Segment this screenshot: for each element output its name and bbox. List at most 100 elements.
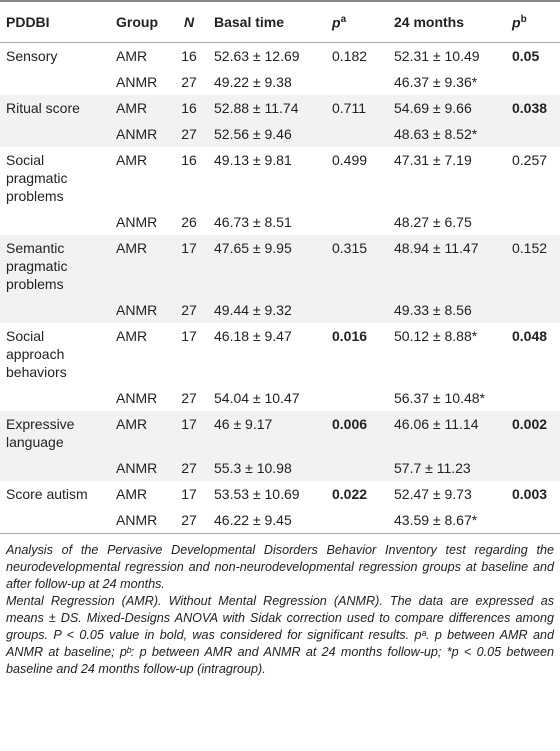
table-row: ANMR 27 54.04 ± 10.47 56.37 ± 10.48* — [0, 385, 560, 411]
table-body: Sensory AMR 16 52.63 ± 12.69 0.182 52.31 ± 10… — [0, 42, 560, 534]
table-cell: AMR — [116, 47, 148, 64]
table-cell: ANMR — [110, 506, 168, 534]
table-cell: 46 ± 9.17 — [208, 410, 326, 455]
table-cell: ANMR — [116, 389, 158, 406]
table-cell: 0.499 — [332, 151, 368, 168]
table-cell: 0.003 — [512, 485, 548, 502]
table-cell: 0.182 — [332, 47, 368, 64]
empty-cell — [0, 209, 110, 235]
empty-cell — [0, 69, 110, 95]
notes: Analysis of the Pervasive Developmental … — [0, 534, 560, 678]
table-cell: 16 — [181, 47, 197, 64]
table-cell: ANMR — [110, 296, 168, 323]
table-row: ANMR 27 49.22 ± 9.38 46.37 ± 9.36* — [0, 69, 560, 95]
table-cell: Social pragmatic problems — [6, 151, 68, 204]
table-cell: 0.002 — [506, 410, 560, 455]
empty-cell — [506, 69, 560, 95]
column-header: pb — [506, 0, 560, 43]
empty-cell — [506, 209, 560, 235]
table-cell: 46.73 ± 8.51 — [214, 213, 292, 230]
table-cell: 27 — [168, 120, 208, 147]
table-cell: 17 — [181, 485, 197, 502]
table-cell: 26 — [181, 213, 197, 230]
empty-cell — [506, 385, 560, 411]
table-cell: 0.152 — [506, 234, 560, 297]
table-cell: 27 — [168, 506, 208, 534]
table-cell: 17 — [168, 410, 208, 455]
table-cell: Sensory — [6, 47, 58, 64]
empty-cell — [326, 209, 388, 235]
table-cell: AMR — [110, 410, 168, 455]
table-row: ANMR 27 46.22 ± 9.45 43.59 ± 8.67* — [0, 506, 560, 534]
table-cell: 50.12 ± 8.88* — [394, 327, 478, 344]
table-cell: 0.05 — [512, 47, 540, 64]
table-cell: 52.63 ± 12.69 — [214, 47, 300, 64]
empty-cell — [0, 506, 110, 534]
table-cell: 27 — [181, 389, 197, 406]
table-row: Social pragmatic problems AMR 16 49.13 ± 9.… — [0, 147, 560, 209]
header-sup: a — [340, 14, 347, 25]
empty-cell — [506, 120, 560, 147]
table-cell: 48.27 ± 6.75 — [394, 213, 472, 230]
table-cell: 52.31 ± 10.49 — [394, 47, 480, 64]
table-cell: Ritual score — [0, 94, 110, 121]
table-row: ANMR 27 55.3 ± 10.98 57.7 ± 11.23 — [0, 454, 560, 481]
table-row: Score autism AMR 17 53.53 ± 10.69 0.022 52.47… — [0, 481, 560, 507]
empty-cell — [326, 385, 388, 411]
table-cell: AMR — [116, 327, 148, 344]
table-cell: 55.3 ± 10.98 — [208, 454, 326, 481]
empty-cell — [326, 296, 388, 323]
table-cell: 0.315 — [326, 234, 388, 297]
table-cell: 47.65 ± 9.95 — [208, 234, 326, 297]
column-header: PDDBI — [0, 0, 110, 43]
table-cell: 48.63 ± 8.52* — [388, 120, 506, 147]
table-row: ANMR 26 46.73 ± 8.51 48.27 ± 6.75 — [0, 209, 560, 235]
table-cell: 46.37 ± 9.36* — [394, 73, 478, 90]
table-cell: 0.257 — [512, 151, 548, 168]
table-cell: 27 — [181, 73, 197, 90]
table-cell: 52.47 ± 9.73 — [394, 485, 472, 502]
note: Mental Regression (AMR). Without Mental … — [6, 593, 554, 676]
empty-cell — [0, 296, 110, 323]
table-cell: 46.18 ± 9.47 — [214, 327, 292, 344]
results-table: PDDBI Group N Basal time pa 24 months pb Senso… — [0, 0, 560, 534]
empty-cell — [326, 120, 388, 147]
empty-cell — [506, 296, 560, 323]
table-cell: 27 — [168, 296, 208, 323]
table-cell: 0.711 — [326, 94, 388, 121]
table-cell: 54.04 ± 10.47 — [214, 389, 300, 406]
table-cell: 46.22 ± 9.45 — [208, 506, 326, 534]
table-cell: Expressive language — [0, 410, 110, 455]
table-cell: 0.016 — [332, 327, 368, 344]
table-row: Sensory AMR 16 52.63 ± 12.69 0.182 52.31 ± 10… — [0, 42, 560, 69]
empty-cell — [0, 454, 110, 481]
table-cell: 0.048 — [512, 327, 548, 344]
empty-cell — [506, 454, 560, 481]
table-cell: 49.44 ± 9.32 — [208, 296, 326, 323]
header-row: PDDBI Group N Basal time pa 24 months pb — [0, 0, 560, 43]
header-sup: b — [520, 14, 527, 25]
table-row: ANMR 27 52.56 ± 9.46 48.63 ± 8.52* — [0, 120, 560, 147]
table-row: Expressive language AMR 17 46 ± 9.17 0.006 46… — [0, 410, 560, 455]
table-cell: 0.022 — [332, 485, 368, 502]
table-cell: 43.59 ± 8.67* — [388, 506, 506, 534]
header-text: p — [512, 14, 521, 31]
table-cell: 27 — [168, 454, 208, 481]
column-header: Group — [110, 0, 168, 43]
table-cell: Semantic pragmatic problems — [0, 234, 110, 297]
table-cell: 0.006 — [326, 410, 388, 455]
table-row: ANMR 27 49.44 ± 9.32 49.33 ± 8.56 — [0, 296, 560, 323]
table-cell: ANMR — [116, 213, 158, 230]
empty-cell — [326, 506, 388, 534]
table-cell: 46.06 ± 11.14 — [388, 410, 506, 455]
table-cell: 47.31 ± 7.19 — [394, 151, 472, 168]
table-cell: 0.038 — [506, 94, 560, 121]
header-text: p — [332, 14, 341, 31]
empty-cell — [326, 454, 388, 481]
table-cell: ANMR — [110, 454, 168, 481]
table-cell: 17 — [168, 234, 208, 297]
empty-cell — [506, 506, 560, 534]
table-cell: 17 — [181, 327, 197, 344]
column-header: Basal time — [208, 0, 326, 43]
